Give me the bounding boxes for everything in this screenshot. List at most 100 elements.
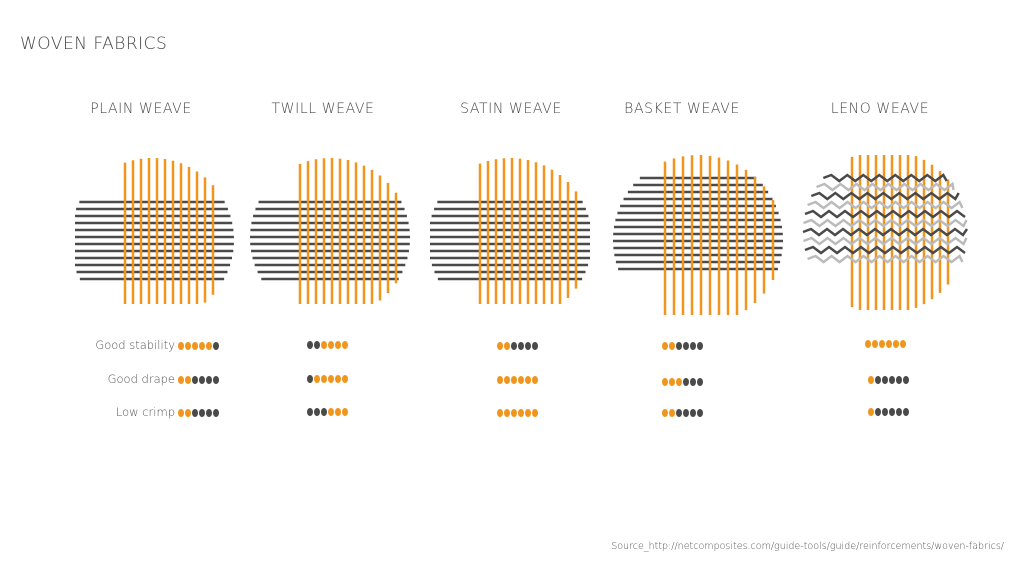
- rating-dot-filled: [872, 340, 878, 348]
- plain-weave-illustration: [75, 158, 234, 304]
- rating-dot-filled: [497, 376, 503, 384]
- rating-dot-empty: [206, 376, 212, 384]
- rating-dot-empty: [511, 342, 517, 350]
- criterion-label-drape: Good drape: [107, 372, 175, 386]
- rating-dot-filled: [342, 408, 348, 416]
- rating-dot-empty: [697, 409, 703, 417]
- rating-dot-filled: [676, 378, 682, 386]
- rating-dot-filled: [321, 341, 327, 349]
- rating-dot-filled: [525, 376, 531, 384]
- rating-dot-filled: [669, 342, 675, 350]
- rating-dot-filled: [662, 378, 668, 386]
- rating-dot-filled: [206, 342, 212, 350]
- rating-dot-filled: [662, 342, 668, 350]
- rating-dots: [865, 340, 906, 348]
- weft-thread: [804, 245, 966, 255]
- rating-dot-filled: [328, 341, 334, 349]
- rating-dots: [868, 408, 909, 416]
- rating-dot-filled: [865, 340, 871, 348]
- weave-title-plain: PLAIN WEAVE: [90, 101, 192, 117]
- rating-dots: [662, 342, 703, 350]
- rating-dots: [662, 409, 703, 417]
- weft-thread: [803, 218, 968, 228]
- rating-dot-empty: [690, 378, 696, 386]
- rating-dot-filled: [879, 340, 885, 348]
- weave-title-leno: LENO WEAVE: [830, 101, 930, 117]
- weft-thread: [807, 254, 964, 264]
- rating-dot-filled: [504, 342, 510, 350]
- weave-title-basket: BASKET WEAVE: [624, 101, 740, 117]
- rating-dot-empty: [192, 409, 198, 417]
- rating-dot-empty: [676, 409, 682, 417]
- rating-dot-filled: [178, 342, 184, 350]
- rating-dot-filled: [511, 376, 517, 384]
- rating-dot-empty: [889, 408, 895, 416]
- rating-dots: [178, 376, 219, 384]
- rating-dot-filled: [518, 376, 524, 384]
- rating-dot-filled: [497, 342, 503, 350]
- rating-dot-empty: [213, 342, 219, 350]
- rating-dot-filled: [335, 408, 341, 416]
- rating-dot-empty: [690, 342, 696, 350]
- rating-dot-filled: [518, 409, 524, 417]
- rating-dot-empty: [875, 408, 881, 416]
- rating-dot-empty: [690, 409, 696, 417]
- rating-dot-filled: [178, 409, 184, 417]
- rating-dot-filled: [532, 409, 538, 417]
- criterion-label-crimp: Low crimp: [115, 405, 175, 419]
- rating-dots: [307, 341, 348, 349]
- rating-dot-empty: [307, 341, 313, 349]
- rating-dot-empty: [683, 378, 689, 386]
- rating-dot-empty: [889, 376, 895, 384]
- rating-dot-filled: [321, 375, 327, 383]
- rating-dot-filled: [178, 376, 184, 384]
- rating-dot-empty: [192, 376, 198, 384]
- rating-dot-filled: [328, 375, 334, 383]
- rating-dot-filled: [532, 376, 538, 384]
- weft-thread: [810, 191, 960, 201]
- rating-dot-filled: [669, 378, 675, 386]
- weft-thread: [804, 209, 966, 219]
- rating-dot-filled: [185, 376, 191, 384]
- rating-dot-empty: [532, 342, 538, 350]
- rating-dot-empty: [199, 376, 205, 384]
- rating-dot-empty: [676, 342, 682, 350]
- leno-weave-illustration: [802, 155, 969, 310]
- page-title: WOVEN FABRICS: [20, 34, 168, 54]
- rating-dot-empty: [314, 341, 320, 349]
- rating-dot-empty: [307, 375, 313, 383]
- rating-dot-empty: [307, 408, 313, 416]
- rating-dots: [178, 409, 219, 417]
- rating-dot-empty: [213, 409, 219, 417]
- rating-dot-filled: [504, 376, 510, 384]
- rating-dot-filled: [504, 409, 510, 417]
- rating-dot-filled: [342, 341, 348, 349]
- rating-dot-empty: [314, 408, 320, 416]
- rating-dot-filled: [662, 409, 668, 417]
- rating-dots: [868, 376, 909, 384]
- weft-thread: [822, 173, 948, 183]
- weave-title-twill: TWILL WEAVE: [271, 101, 375, 117]
- rating-dot-empty: [882, 376, 888, 384]
- rating-dots: [497, 409, 538, 417]
- twill-weave-illustration: [250, 158, 410, 304]
- rating-dot-empty: [321, 408, 327, 416]
- rating-dots: [307, 375, 348, 383]
- rating-dot-filled: [335, 375, 341, 383]
- rating-dots: [307, 408, 348, 416]
- weft-thread: [816, 181, 955, 192]
- criterion-label-stability: Good stability: [95, 338, 175, 352]
- rating-dot-empty: [525, 342, 531, 350]
- rating-dot-empty: [903, 376, 909, 384]
- rating-dot-empty: [882, 408, 888, 416]
- rating-dot-empty: [518, 342, 524, 350]
- rating-dot-filled: [868, 408, 874, 416]
- rating-dots: [497, 376, 538, 384]
- weft-thread: [802, 227, 969, 237]
- rating-dot-empty: [697, 342, 703, 350]
- basket-weave-illustration: [613, 155, 783, 315]
- weave-title-satin: SATIN WEAVE: [460, 101, 562, 117]
- rating-dot-filled: [868, 376, 874, 384]
- rating-dot-filled: [511, 409, 517, 417]
- rating-dot-empty: [903, 408, 909, 416]
